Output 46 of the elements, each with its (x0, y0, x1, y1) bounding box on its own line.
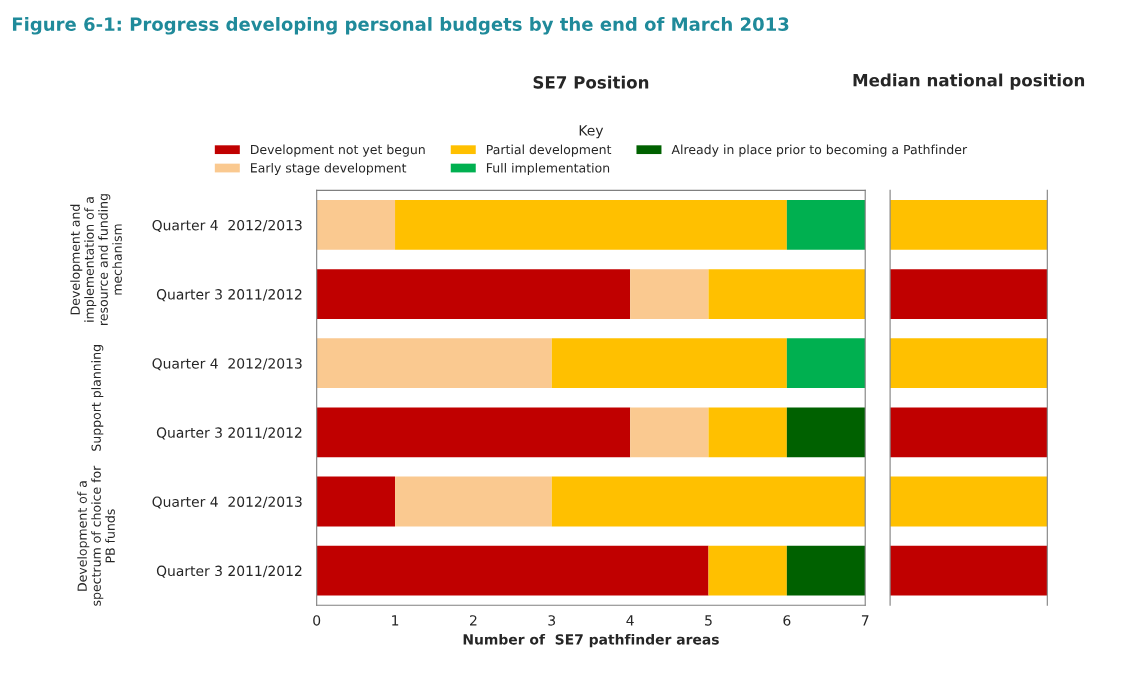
x-tick-label: 0 (313, 615, 321, 626)
y-tick-label: Quarter 3 2011/2012 (156, 427, 302, 440)
bar (708, 269, 866, 319)
bar (551, 338, 787, 389)
chart-title: Median national position (853, 73, 1085, 90)
x-tick-label: 1 (392, 615, 399, 626)
bar (630, 407, 709, 458)
legend-label: Early stage development (251, 162, 407, 175)
bar (708, 407, 787, 458)
bar (316, 269, 631, 319)
bar (395, 476, 552, 527)
x-tick-label: 6 (783, 615, 791, 626)
chart-title: Figure 6-1: Progress developing personal budgets by the end of March 2013 (12, 17, 789, 35)
bar (316, 545, 709, 596)
bar (708, 545, 787, 596)
x-axis-title: Number of SE7 pathfinder areas (463, 633, 719, 648)
bar (786, 545, 866, 596)
y-tick-label: Quarter 4 2012/2013 (152, 358, 302, 371)
bar (316, 476, 396, 527)
text: Support planning (91, 345, 104, 451)
x-tick-label: 2 (470, 615, 477, 626)
bar (316, 200, 396, 250)
y-tick-label: Quarter 4 2012/2013 (152, 496, 302, 509)
x-tick-label: 7 (861, 615, 869, 626)
bar (316, 407, 631, 458)
y-tick-label: Quarter 4 2012/2013 (152, 219, 302, 233)
x-tick-label: 5 (705, 615, 712, 626)
legend-label: Full implementation (486, 162, 610, 175)
bar (630, 269, 709, 319)
bar (551, 476, 866, 527)
bar (786, 200, 866, 250)
bar (786, 338, 866, 389)
bar (395, 200, 787, 250)
legend-title: Key (579, 125, 604, 139)
y-tick-label: Quarter 3 2011/2012 (156, 289, 302, 302)
legend-label: Development not yet begun (251, 144, 425, 157)
x-tick-label: 4 (626, 615, 634, 626)
chart-subtitle: SE7 Position (533, 75, 649, 89)
text: Development and implementation of a resource and funding mechanism (70, 194, 122, 325)
text: Development of a spectrum of choice for PB funds (77, 465, 115, 606)
bar (316, 338, 552, 389)
x-tick-label: 3 (548, 615, 556, 626)
bar (786, 407, 866, 458)
legend-label: Already in place prior to becoming a Pathfinder (671, 144, 968, 157)
legend-label: Partial development (486, 144, 612, 157)
y-tick-label: Quarter 3 2011/2012 (156, 565, 302, 578)
